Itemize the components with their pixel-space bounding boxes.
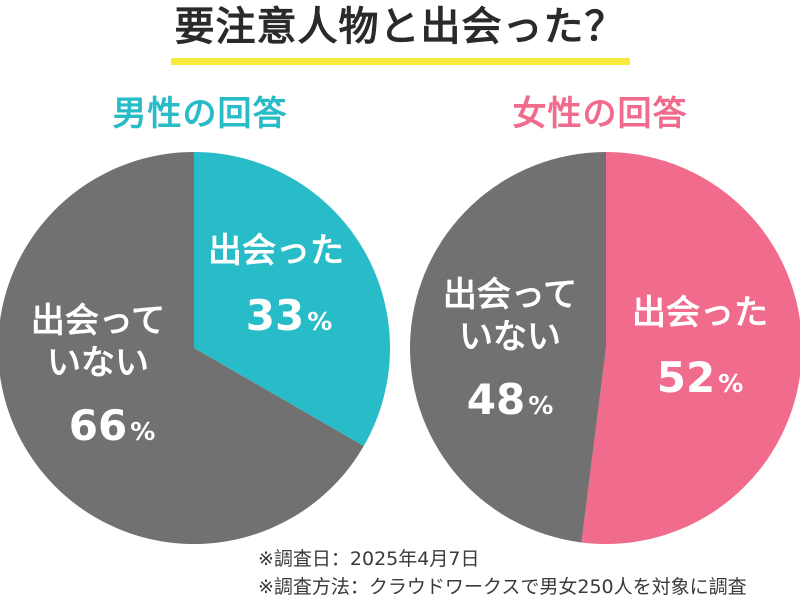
chart-title-wrapper: 要注意人物と出会った？ — [0, 2, 800, 65]
pie-slice-male-0 — [194, 152, 390, 446]
pie-label-male-1-line1: いない — [47, 343, 149, 383]
pie-slice-male-1 — [0, 152, 364, 544]
pie-value-male-1: 66% — [69, 401, 156, 450]
survey-method-note: ※調査方法：クラウドワークスで男女250人を対象に調査 — [258, 576, 747, 598]
pie-label-female-0-line0: 出会った — [632, 293, 768, 333]
pie-slice-female-0 — [581, 152, 800, 544]
male-chart-subtitle: 男性の回答 — [112, 94, 288, 134]
pie-value-female-1: 48% — [467, 375, 554, 424]
pie-value-male-0: 33% — [246, 291, 333, 340]
survey-date-note: ※調査日：2025年4月7日 — [258, 548, 480, 570]
pie-label-female-1-line1: いない — [459, 317, 561, 357]
pie-slice-female-1 — [409, 152, 606, 543]
pie-label-male-0-line0: 出会った — [208, 231, 344, 271]
pie-label-female-1-line0: 出会って — [443, 275, 577, 315]
pie-value-female-0: 52% — [657, 353, 744, 402]
female-chart-subtitle: 女性の回答 — [512, 94, 688, 134]
pie-label-male-1-line0: 出会って — [31, 301, 165, 341]
chart-title: 要注意人物と出会った？ — [170, 2, 630, 65]
